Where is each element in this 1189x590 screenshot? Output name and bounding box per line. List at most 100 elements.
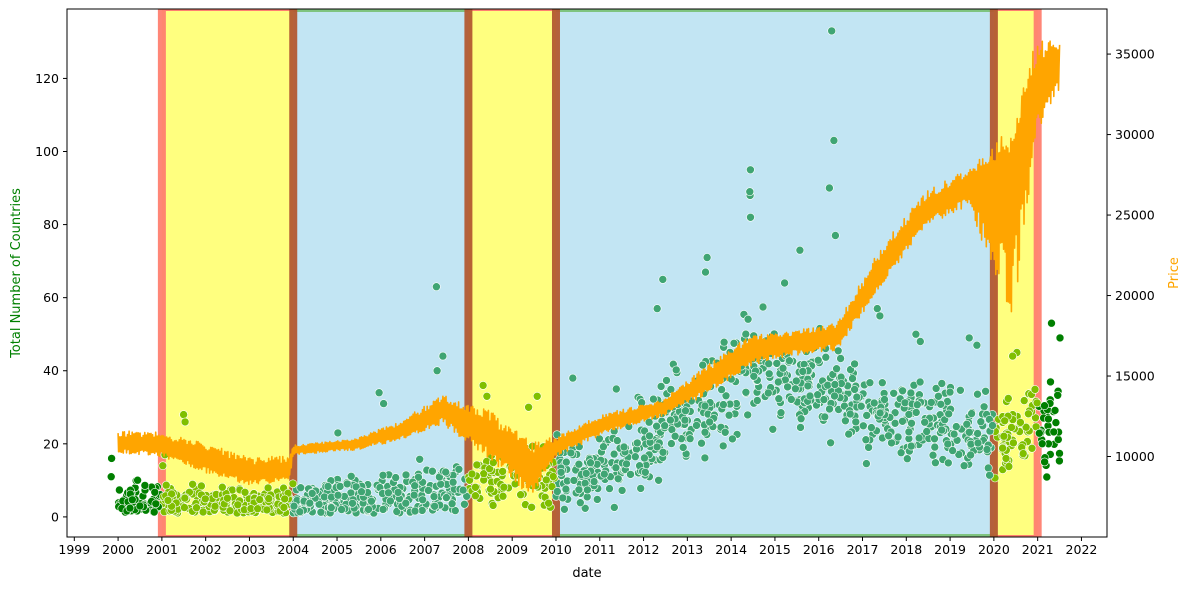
scatter-point: [548, 472, 558, 481]
scatter-point: [135, 501, 145, 511]
scatter-point: [1040, 401, 1049, 411]
scatter-point: [692, 421, 701, 430]
scatter-point: [973, 438, 983, 448]
scatter-point: [279, 503, 289, 512]
scatter-point: [198, 507, 208, 517]
scatter-point: [1050, 406, 1060, 415]
scatter-point: [323, 482, 333, 491]
scatter-point: [785, 356, 794, 366]
scatter-point: [289, 501, 299, 511]
scatter-point: [167, 489, 176, 499]
scatter-outlier-point: [875, 311, 885, 321]
scatter-point: [192, 503, 201, 513]
scatter-outlier-point: [524, 402, 533, 412]
x-tick-label: 2018: [890, 542, 922, 557]
scatter-outlier-point: [333, 428, 343, 438]
scatter-point: [999, 431, 1009, 441]
x-tick-label: 2015: [759, 542, 791, 557]
y-right-tick-label: 25000: [1115, 208, 1155, 223]
scatter-point: [851, 417, 861, 427]
y-axis-left-title: Total Number of Countries: [9, 188, 24, 359]
scatter-point: [666, 415, 675, 425]
scatter-point: [764, 359, 774, 369]
scatter-point: [956, 385, 965, 395]
scatter-point: [263, 483, 273, 493]
scatter-point: [768, 424, 778, 434]
scatter-point: [803, 381, 813, 391]
y-right-tick-label: 10000: [1115, 449, 1155, 464]
scatter-point: [527, 502, 536, 512]
scatter-point: [902, 454, 912, 464]
scatter-point: [316, 507, 326, 517]
scatter-point: [644, 417, 654, 427]
scatter-point: [850, 385, 859, 394]
scatter-point: [447, 499, 457, 509]
scatter-point: [609, 449, 619, 459]
scatter-outlier-point: [106, 472, 116, 482]
scatter-point: [940, 415, 950, 425]
scatter-point: [357, 487, 366, 497]
scatter-point: [667, 439, 676, 448]
x-tick-label: 2017: [847, 542, 879, 557]
scatter-outlier-point: [746, 165, 755, 175]
scatter-point: [773, 377, 783, 387]
scatter-point: [705, 417, 714, 427]
x-tick-label: 2010: [540, 542, 572, 557]
scatter-point: [499, 482, 509, 492]
scatter-outlier-point: [432, 366, 442, 376]
x-tick-label: 2009: [496, 542, 528, 557]
scatter-outlier-point: [831, 231, 840, 240]
scatter-point: [210, 501, 220, 511]
scatter-point: [944, 409, 954, 419]
scatter-point: [721, 391, 731, 401]
scatter-point: [626, 470, 635, 479]
scatter-point: [335, 482, 345, 491]
scatter-outlier-point: [827, 26, 837, 36]
scatter-outlier-point: [379, 399, 388, 408]
scatter-point: [937, 425, 947, 435]
scatter-point: [900, 398, 910, 408]
scatter-point: [1024, 409, 1033, 419]
scatter-point: [188, 479, 197, 489]
scatter-point: [764, 369, 774, 379]
scatter-point: [619, 442, 629, 452]
scatter-point: [498, 467, 507, 476]
scatter-point: [998, 443, 1007, 453]
scatter-point: [115, 485, 124, 495]
scatter-point: [662, 376, 671, 385]
scatter-point: [161, 480, 171, 490]
scatter-point: [856, 401, 866, 411]
scatter-point: [364, 505, 373, 514]
scatter-point: [561, 484, 571, 494]
region-blue-1: [293, 9, 469, 537]
x-tick-label: 2016: [803, 542, 835, 557]
y-right-tick-label: 20000: [1115, 288, 1155, 303]
scatter-point: [611, 463, 621, 473]
scatter-point: [832, 364, 841, 374]
scatter-point: [410, 506, 420, 516]
scatter-point: [823, 380, 833, 390]
scatter-point: [575, 498, 585, 508]
x-axis-title: date: [572, 566, 601, 581]
scatter-point: [813, 390, 822, 400]
scatter-point: [743, 314, 753, 324]
scatter-point: [830, 391, 839, 401]
scatter-point: [678, 443, 688, 452]
scatter-point: [660, 421, 670, 431]
scatter-point: [922, 427, 932, 436]
scatter-point: [749, 371, 759, 381]
x-tick-label: 1999: [58, 542, 90, 557]
scatter-outlier-point: [107, 454, 116, 463]
scatter-point: [911, 408, 921, 417]
scatter-point: [906, 388, 916, 398]
scatter-point: [307, 489, 317, 498]
x-tick-label: 2021: [1022, 542, 1054, 557]
scatter-point: [544, 498, 553, 508]
region-blue-3: [555, 9, 994, 537]
scatter-point: [719, 337, 729, 347]
scatter-outlier-point: [568, 373, 578, 383]
axis-layer: 1999 2000 2001 2002 2003 2004 2005 2006 2007 2008…: [35, 47, 1155, 557]
scatter-point: [472, 460, 482, 470]
x-tick-label: 2003: [234, 542, 266, 557]
